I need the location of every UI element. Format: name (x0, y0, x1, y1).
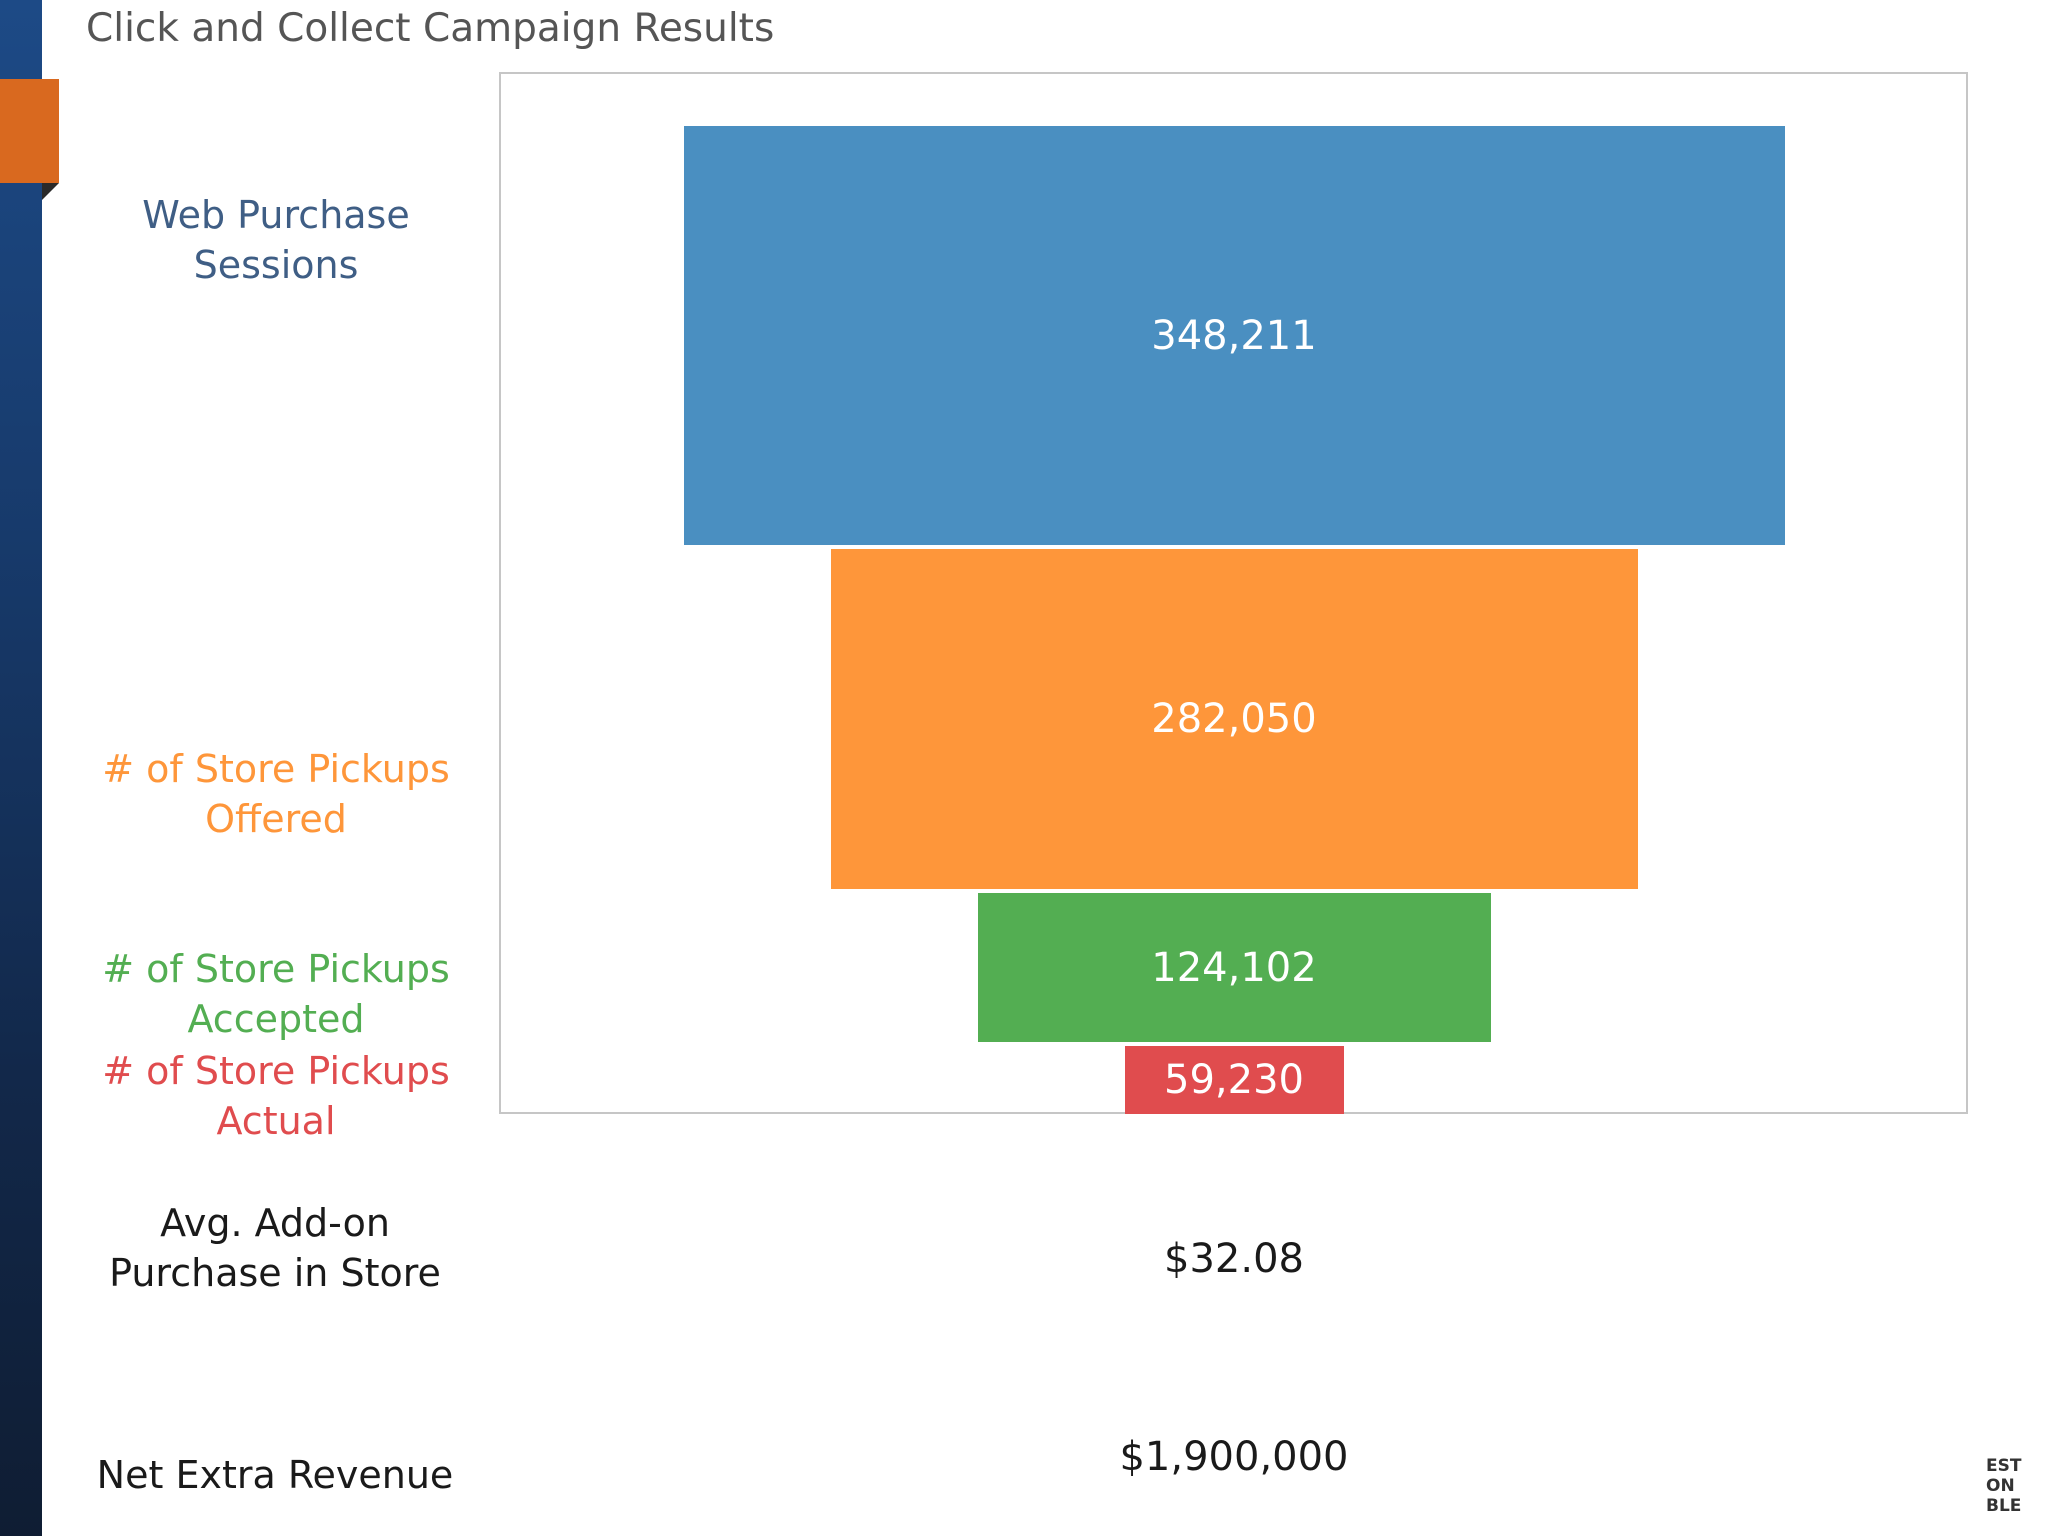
funnel-bar-store-pickups-accepted (977, 893, 1491, 1042)
chart-title: Click and Collect Campaign Results (86, 6, 775, 51)
left-orange-tab (0, 79, 59, 183)
stage-label-store-pickups-offered: # of Store Pickups Offered (102, 747, 450, 841)
funnel-value-store-pickups-actual: 59,230 (1164, 1057, 1304, 1103)
corner-logo-line: EST (1986, 1456, 2022, 1476)
left-decorative-bar (0, 0, 42, 1536)
stage-label-store-pickups-accepted: # of Store Pickups Accepted (102, 947, 450, 1041)
corner-logo-fragment: EST ON BLE (1986, 1456, 2026, 1516)
metric-value-net-revenue: $1,900,000 (1119, 1434, 1349, 1480)
funnel-bar-web-purchase-sessions (683, 126, 1785, 545)
metric-value-avg-addon: $32.08 (1164, 1236, 1304, 1282)
metric-label-avg-addon: Avg. Add-on Purchase in Store (109, 1201, 441, 1295)
corner-logo-line: BLE (1986, 1496, 2022, 1516)
funnel-value-store-pickups-offered: 282,050 (1151, 696, 1317, 742)
stage-label-web-purchase-sessions: Web Purchase Sessions (142, 193, 410, 287)
stage-label-store-pickups-actual: # of Store Pickups Actual (102, 1049, 450, 1143)
funnel-value-web-purchase-sessions: 348,211 (1151, 312, 1317, 359)
corner-logo-line: ON (1986, 1476, 2015, 1496)
funnel-bar-store-pickups-actual (1124, 1046, 1344, 1114)
metric-label-net-revenue: Net Extra Revenue (96, 1453, 454, 1497)
left-tab-notch (42, 183, 59, 200)
funnel-bar-store-pickups-offered (830, 549, 1638, 889)
funnel-value-store-pickups-accepted: 124,102 (1151, 944, 1317, 991)
